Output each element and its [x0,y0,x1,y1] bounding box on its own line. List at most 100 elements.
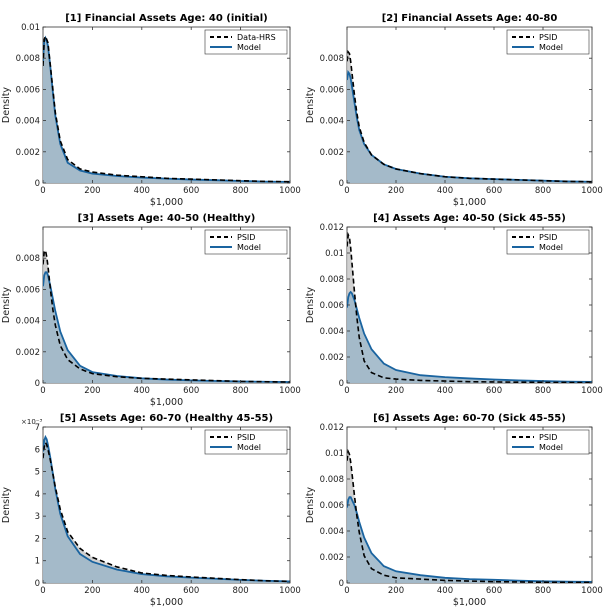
x-tick-label: 0 [40,186,45,196]
legend-label-data: PSID [539,33,557,42]
x-tick-label: 200 [388,386,404,396]
legend-box [204,229,288,255]
x-tick-label: 0 [344,586,349,596]
legend-box [204,429,288,455]
x-tick-label: 200 [84,586,100,596]
x-tick-label: 1000 [581,186,603,196]
y-axis-label: Density [305,487,316,523]
y-tick-label: 0 [339,579,344,589]
series-line-data [43,440,290,583]
legend-label-model: Model [237,443,261,452]
y-tick-label: 0.008 [320,54,344,64]
x-tick-label: 600 [183,386,199,396]
y-tick-label: 0.012 [320,223,344,233]
y-tick-label: 0.004 [16,117,40,127]
y-tick-label: 3 [35,512,40,522]
x-axis-label: $1,000 [453,597,486,608]
x-tick-label: 400 [134,386,150,396]
y-tick-label: 0 [35,179,40,189]
y-tick-label: 1 [35,557,40,567]
legend-label-data: Data-HRS [237,33,276,42]
y-tick-label: 0.004 [16,317,40,327]
x-tick-label: 1000 [581,586,603,596]
chart-panel-1: 0 200 400 600 800 1000 0 0.002 0.004 0.006 0.008 0.… [1,13,301,208]
series-area-model [347,292,592,383]
plot-area [347,448,592,583]
plot-area [347,231,592,383]
y-tick-label: 2 [35,534,40,544]
x-tick-label: 1000 [581,386,603,396]
x-axis-label: $1,000 [150,197,183,208]
y-tick-label: 0.004 [320,327,344,337]
y-tick-label: 0.004 [320,527,344,537]
series-line-data [347,231,592,383]
x-tick-label: 800 [232,186,248,196]
chart-panel-6: 0 200 400 600 800 1000 0 0.002 0.004 0.006 0.008 0.… [305,413,603,608]
y-tick-label: 0.01 [325,249,344,259]
chart-panel-4: 0 200 400 600 800 1000 0 0.002 0.004 0.006 0.008 0.… [305,213,603,396]
x-tick-label: 0 [344,186,349,196]
y-tick-label: 0.002 [16,348,40,358]
legend-label-model: Model [539,243,563,252]
chart-title: [2] Financial Assets Age: 40-80 [382,13,558,24]
y-tick-label: 7 [35,423,40,433]
x-tick-label: 400 [437,586,453,596]
y-tick-label: 0.008 [16,254,40,264]
x-tick-label: 0 [40,586,45,596]
x-tick-label: 800 [232,386,248,396]
chart-title: [6] Assets Age: 60-70 (Sick 45-55) [373,413,566,424]
legend-label-model: Model [539,443,563,452]
x-axis-label: $1,000 [150,397,183,408]
chart-panel-2: 0 200 400 600 800 1000 0 0.002 0.004 0.006 0.008 [2… [305,13,603,208]
y-tick-label: 0.002 [320,353,344,363]
x-tick-label: 200 [388,186,404,196]
y-axis-label: Density [305,87,316,123]
x-tick-label: 800 [535,586,551,596]
y-tick-label: 0.012 [320,423,344,433]
chart-panel-5: 0 200 400 600 800 1000 0 1 2 3 4 5 6 7×10⁻³ [5] Assets… [1,413,301,608]
y-tick-label: 0.004 [320,117,344,127]
y-tick-label: 0.008 [16,54,40,64]
x-tick-label: 400 [437,386,453,396]
x-tick-label: 1000 [279,386,301,396]
x-axis-label: $1,000 [150,597,183,608]
y-tick-label: 0.01 [21,23,40,33]
legend-label-model: Model [237,43,261,52]
series-line-data [347,49,592,183]
series-area-model [43,437,290,583]
x-tick-label: 200 [84,186,100,196]
x-tick-label: 800 [535,186,551,196]
series-line-data [347,448,592,583]
y-axis-label: Density [1,287,12,323]
y-tick-label: 0.006 [16,285,40,295]
chart-title: [4] Assets Age: 40-50 (Sick 45-55) [373,213,566,224]
x-tick-label: 1000 [279,586,301,596]
series-area-model [43,37,290,183]
series-area-model [347,72,592,183]
series-line-data [43,34,290,183]
chart-title: [5] Assets Age: 60-70 (Healthy 45-55) [60,413,273,424]
legend-label-data: PSID [539,433,557,442]
legend-box [506,229,590,255]
y-axis-label: Density [1,487,12,523]
plot-area [43,34,290,183]
x-tick-label: 400 [437,186,453,196]
x-axis-label: $1,000 [453,197,486,208]
y-tick-label: 5 [35,468,40,478]
x-tick-label: 600 [183,586,199,596]
y-tick-label: 0 [339,379,344,389]
legend-label-data: PSID [237,433,255,442]
legend-box [204,29,288,55]
legend-box [506,429,590,455]
x-tick-label: 0 [40,386,45,396]
y-tick-label: 0.006 [320,501,344,511]
y-tick-label: 0.006 [16,85,40,95]
y-tick-label: 0 [35,379,40,389]
plot-area [43,248,290,383]
x-tick-label: 800 [535,386,551,396]
